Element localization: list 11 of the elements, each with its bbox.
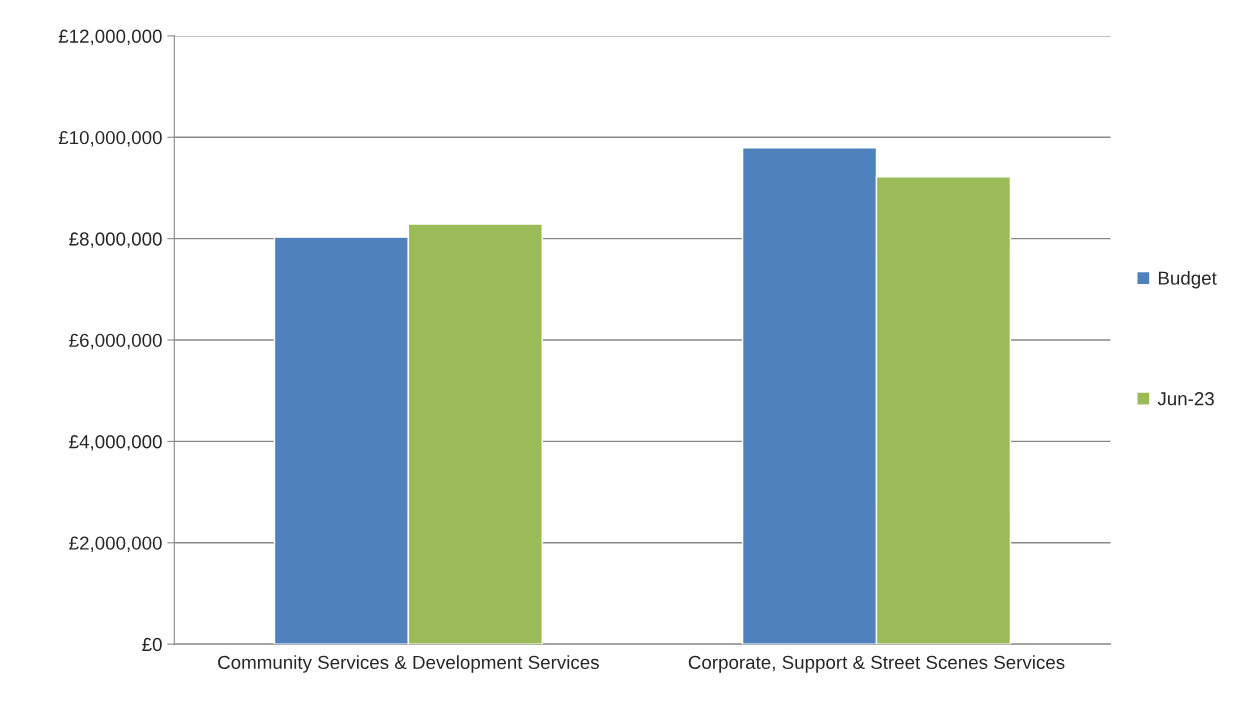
y-tick-label: £6,000,000 [69, 333, 162, 350]
legend-label: Jun-23 [1157, 392, 1214, 406]
y-tick-label: £0 [142, 637, 162, 652]
y-tick-label: £2,000,000 [69, 536, 162, 552]
x-tick-label: Corporate, Support & Street Scenes Services [688, 655, 1065, 673]
y-tick-label: £10,000,000 [58, 130, 162, 147]
x-tick-label: Community Services & Development Services [218, 655, 599, 673]
y-tick-label: £4,000,000 [69, 435, 162, 451]
y-tick-label: £8,000,000 [69, 232, 162, 248]
legend-label: Budget [1158, 270, 1217, 289]
y-tick-label: £12,000,000 [58, 29, 162, 46]
